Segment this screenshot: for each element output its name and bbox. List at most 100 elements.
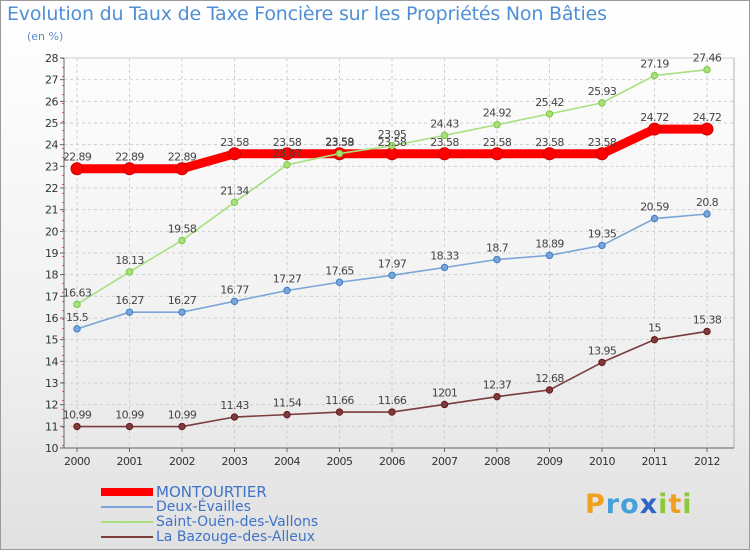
data-label: 16.77 xyxy=(220,283,249,296)
data-label: 17.65 xyxy=(325,264,354,277)
y-tick-label: 12 xyxy=(45,399,58,412)
data-label: 23.07 xyxy=(273,147,302,160)
y-tick-label: 20 xyxy=(45,225,58,238)
data-point xyxy=(73,422,81,431)
data-point xyxy=(70,162,84,176)
data-point xyxy=(228,147,241,161)
data-point xyxy=(703,327,711,336)
data-label: 22.89 xyxy=(168,151,197,164)
data-label: 23.58 xyxy=(483,136,512,149)
legend-label: MONTOURTIER xyxy=(156,483,267,501)
y-tick-label: 27 xyxy=(45,74,58,87)
data-point xyxy=(283,161,291,169)
data-point xyxy=(440,263,449,272)
y-tick-label: 10 xyxy=(45,442,58,455)
data-label: 16.63 xyxy=(63,286,92,299)
data-label: 19.58 xyxy=(168,222,197,235)
data-label: 13.95 xyxy=(588,344,617,357)
x-tick-label: 2001 xyxy=(117,455,143,468)
data-label: 20.59 xyxy=(640,201,669,214)
data-point xyxy=(490,147,504,161)
x-tick-label: 2004 xyxy=(274,455,300,468)
x-tick-label: 2002 xyxy=(169,455,195,468)
grid xyxy=(64,57,734,449)
legend-label: Deux-Évailles xyxy=(156,499,251,515)
data-point xyxy=(703,210,711,218)
data-point xyxy=(175,162,189,176)
logo-letter: P xyxy=(585,489,606,520)
data-point xyxy=(178,308,186,316)
data-label: 12.68 xyxy=(535,372,564,385)
data-point xyxy=(493,255,501,264)
data-point xyxy=(73,325,81,333)
data-point xyxy=(703,66,711,74)
y-tick-label: 28 xyxy=(45,52,58,65)
data-label: 23.58 xyxy=(378,136,407,149)
data-label: 1201 xyxy=(432,386,458,399)
y-tick-label: 22 xyxy=(45,182,58,195)
x-tick-label: 2011 xyxy=(642,455,668,468)
data-point xyxy=(280,147,294,161)
data-point xyxy=(125,422,134,431)
data-label: 11.66 xyxy=(325,394,354,407)
data-label: 15 xyxy=(648,322,661,335)
y-tick-label: 21 xyxy=(45,204,58,217)
x-tick-label: 2009 xyxy=(537,455,563,468)
data-point xyxy=(335,149,344,158)
y-tick-label: 18 xyxy=(45,269,58,282)
data-label: 23.58 xyxy=(325,136,354,149)
y-tick-label: 23 xyxy=(45,160,58,173)
data-label: 18.33 xyxy=(430,250,459,263)
data-point xyxy=(385,147,399,161)
y-tick-label: 17 xyxy=(45,290,58,303)
y-axis-unit: (en %) xyxy=(27,30,64,43)
data-label: 24.72 xyxy=(640,111,669,124)
data-point xyxy=(493,392,501,401)
data-label: 23.59 xyxy=(325,136,354,149)
data-point xyxy=(123,162,136,176)
data-label: 11.54 xyxy=(273,397,302,410)
data-label: 24.72 xyxy=(693,111,722,124)
data-label: 10.99 xyxy=(168,409,197,422)
data-point xyxy=(650,71,659,80)
data-label: 25.42 xyxy=(535,96,564,109)
data-point xyxy=(335,278,344,286)
x-tick-label: 2007 xyxy=(432,455,458,468)
data-point xyxy=(648,122,661,136)
legend-swatch xyxy=(101,536,153,538)
legend-label: La Bazouge-des-Alleux xyxy=(156,529,316,545)
data-point xyxy=(388,142,396,150)
x-tick-label: 2003 xyxy=(222,455,248,468)
data-label: 18.13 xyxy=(115,254,144,267)
data-point xyxy=(595,147,609,161)
data-label: 10.99 xyxy=(115,409,144,422)
data-point xyxy=(440,131,449,140)
data-point xyxy=(700,122,714,136)
y-tick-label: 11 xyxy=(45,420,58,433)
data-label: 23.95 xyxy=(378,128,407,141)
data-point xyxy=(440,400,449,409)
data-point xyxy=(650,335,659,344)
data-label: 15.38 xyxy=(693,313,722,326)
data-point xyxy=(598,99,606,107)
data-label: 18.89 xyxy=(535,237,564,250)
data-point xyxy=(545,110,554,118)
data-label: 20.8 xyxy=(696,196,719,209)
logo-letter: i xyxy=(658,489,669,520)
data-point xyxy=(388,408,396,416)
data-label: 23.58 xyxy=(430,136,459,149)
data-point xyxy=(545,251,554,260)
logo-letter: r xyxy=(605,489,621,520)
data-label: 16.27 xyxy=(115,294,144,307)
data-label: 27.46 xyxy=(693,52,722,65)
data-label: 23.58 xyxy=(535,136,564,149)
data-point xyxy=(230,297,239,306)
legend-label: Saint-Ouën-des-Vallons xyxy=(156,514,319,530)
x-tick-label: 2005 xyxy=(327,455,353,468)
data-label: 22.89 xyxy=(115,151,144,164)
x-tick-label: 2006 xyxy=(379,455,405,468)
data-label: 24.43 xyxy=(430,117,459,130)
data-label: 17.97 xyxy=(378,257,407,270)
